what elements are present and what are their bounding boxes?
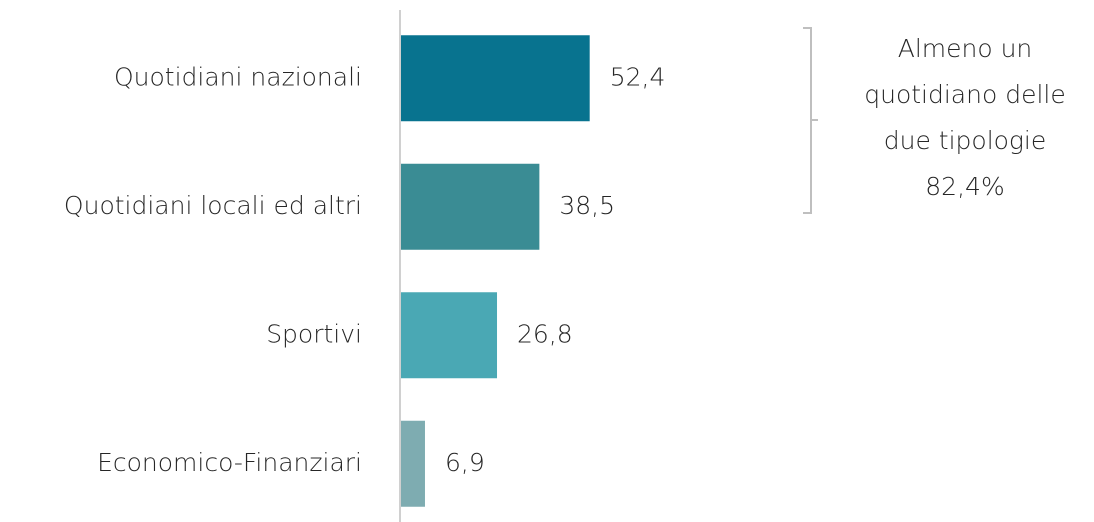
category-label: Sportivi bbox=[266, 319, 362, 348]
annotation-text: Almeno un bbox=[898, 34, 1033, 63]
value-label: 6,9 bbox=[445, 448, 485, 477]
category-label: Economico-Finanziari bbox=[97, 448, 362, 477]
value-label: 52,4 bbox=[610, 62, 666, 91]
bar bbox=[400, 163, 540, 250]
bar bbox=[400, 420, 425, 507]
category-label: Quotidiani locali ed altri bbox=[64, 191, 362, 220]
annotation-text: due tipologie bbox=[884, 126, 1047, 155]
annotation-text: 82,4% bbox=[925, 172, 1004, 201]
value-label: 38,5 bbox=[559, 191, 615, 220]
bar bbox=[400, 292, 498, 379]
category-label: Quotidiani nazionali bbox=[114, 62, 362, 91]
value-label: 26,8 bbox=[517, 319, 573, 348]
annotation-text: quotidiano delle bbox=[864, 80, 1066, 109]
annotation-bracket bbox=[803, 27, 818, 214]
bar bbox=[400, 35, 590, 122]
